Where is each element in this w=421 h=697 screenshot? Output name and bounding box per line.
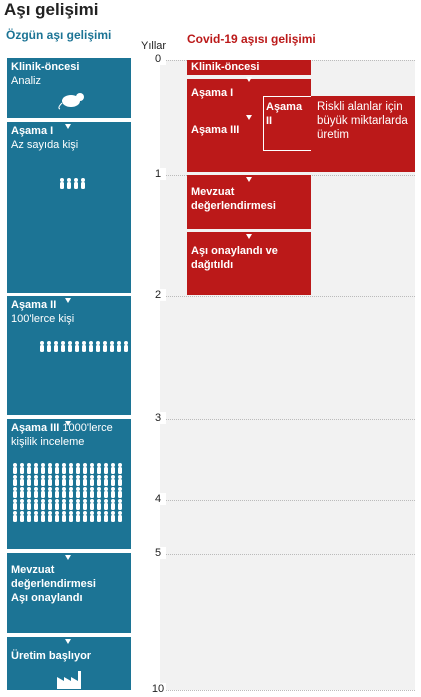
grid-line <box>160 690 415 691</box>
left-heading: Özgün aşı gelişimi <box>6 28 112 42</box>
tick-label: 5 <box>150 547 166 559</box>
arrow <box>65 555 71 560</box>
people-icon <box>13 463 122 522</box>
arrow <box>246 177 252 182</box>
tick-label: 10 <box>150 683 166 695</box>
title: Aşı gelişimi <box>4 0 99 19</box>
left-block: Aşama III 1000'lerce kişilik inceleme <box>7 419 131 549</box>
tick-label: 3 <box>150 412 166 424</box>
right-block: Mevzuat değerlendirmesi <box>187 175 311 229</box>
factory-icon <box>57 671 81 689</box>
arrow <box>65 298 71 303</box>
grid-line <box>160 419 415 420</box>
tick-label: 0 <box>150 53 166 65</box>
arrow <box>65 639 71 644</box>
left-block: Klinik-öncesi Analiz <box>7 58 131 118</box>
left-block: Üretim başlıyor <box>7 637 131 690</box>
arrow <box>246 234 252 239</box>
right-block: Aşı onaylandı ve dağıtıldı <box>187 232 311 295</box>
tick-label: 1 <box>150 168 166 180</box>
people-icon <box>60 178 85 189</box>
tick-label: 4 <box>150 493 166 505</box>
arrow <box>65 124 71 129</box>
right-block: Riskli alanlar için büyük miktarlarda ür… <box>311 96 415 172</box>
right-block: Aşama II <box>263 96 313 151</box>
grid-line <box>160 500 415 501</box>
right-label: Aşama I <box>191 87 234 99</box>
grid-line <box>160 296 415 297</box>
left-block: Aşama I Az sayıda kişi <box>7 122 131 293</box>
grid-line <box>160 554 415 555</box>
arrow <box>246 115 252 120</box>
arrow <box>65 421 71 426</box>
right-label: Aşama III <box>191 124 240 136</box>
right-heading: Covid-19 aşısı gelişimi <box>187 32 316 46</box>
rat-icon <box>58 93 84 110</box>
left-block: Aşama II 100'lerce kişi <box>7 296 131 415</box>
tick-label: 2 <box>150 289 166 301</box>
people-icon <box>40 341 128 352</box>
arrow <box>246 77 252 82</box>
right-block: Klinik-öncesi <box>187 60 311 75</box>
left-block: Mevzuat değerlendirmesi Aşı onaylandı <box>7 553 131 633</box>
axis-label: Yıllar <box>141 40 167 52</box>
